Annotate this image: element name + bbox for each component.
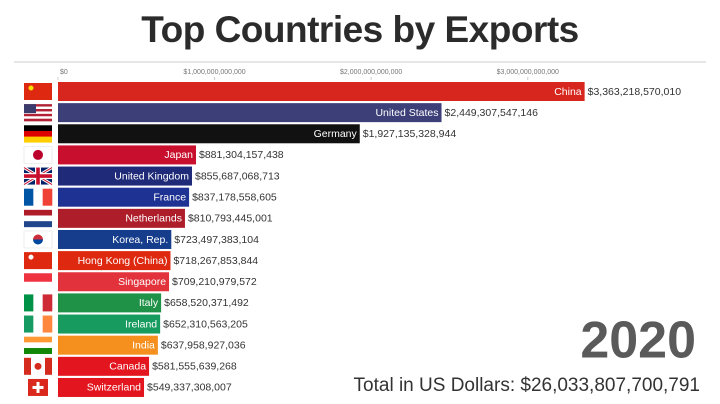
flag-part <box>33 188 43 206</box>
value-label: $718,267,853,844 <box>173 255 258 267</box>
flag-part <box>33 315 43 333</box>
flag-part <box>32 385 44 389</box>
flag-part <box>24 118 52 122</box>
flag-part <box>33 239 43 245</box>
flag-part <box>33 234 43 240</box>
flag-part <box>42 315 53 333</box>
bar-category-label: United States <box>375 107 438 119</box>
flag-part <box>24 188 34 206</box>
bar <box>58 124 360 144</box>
flag-part <box>34 362 42 370</box>
flags <box>23 83 53 396</box>
bar <box>58 208 185 228</box>
bar <box>58 145 196 165</box>
bar <box>58 251 171 271</box>
value-label: $837,178,558,605 <box>192 191 277 203</box>
value-label: $581,555,639,268 <box>152 361 237 373</box>
flag-part <box>24 83 52 100</box>
flag-part <box>24 252 52 270</box>
bar-category-label: Hong Kong (China) <box>78 255 168 267</box>
x-tick-label: $0 <box>60 69 68 76</box>
flag-part <box>24 281 52 291</box>
bar <box>58 335 158 355</box>
bar <box>58 356 150 376</box>
x-tick-label: $3,000,000,000,000 <box>497 69 559 76</box>
flag-part <box>42 294 53 312</box>
value-label: $637,958,927,036 <box>161 339 246 351</box>
bar <box>58 229 172 249</box>
value-label: $3,363,218,570,010 <box>588 86 682 98</box>
total-label: Total in US Dollars: $26,033,807,700,791 <box>354 375 700 396</box>
flag-part <box>24 209 52 216</box>
flag-part <box>24 221 52 228</box>
flag-part <box>28 85 34 91</box>
value-label: $709,210,979,572 <box>172 276 257 288</box>
bar <box>58 293 162 313</box>
flag-part <box>45 357 52 375</box>
flag-part <box>24 215 52 222</box>
bar-category-label: Germany <box>314 128 358 140</box>
flag-part <box>24 125 52 132</box>
flag-part <box>24 104 52 107</box>
bar <box>58 272 170 292</box>
value-label: $658,520,371,492 <box>164 297 249 309</box>
flag-part <box>24 348 52 354</box>
value-label: $1,927,135,328,944 <box>363 128 457 140</box>
year-label: 2020 <box>580 312 696 370</box>
bar <box>58 377 145 397</box>
flag-part <box>24 106 52 110</box>
chart-title: Top Countries by Exports <box>141 9 579 50</box>
value-label: $652,310,563,205 <box>163 318 248 330</box>
value-label: $723,497,383,104 <box>174 234 259 246</box>
flag-part <box>33 149 43 160</box>
value-label: $810,793,445,001 <box>188 213 273 225</box>
bar <box>58 82 585 101</box>
bar-category-label: Canada <box>109 361 146 373</box>
flag-part <box>24 113 52 117</box>
flag-part <box>24 116 52 119</box>
bar-category-label: United Kingdom <box>114 170 189 182</box>
bar-category-label: Singapore <box>118 276 166 288</box>
flag-part <box>24 273 52 283</box>
value-label: $855,687,068,713 <box>195 170 280 182</box>
bar-category-label: Japan <box>164 149 193 161</box>
bar <box>58 314 161 334</box>
flag-part <box>28 254 34 260</box>
bar <box>58 166 192 186</box>
bar-category-label: Netherlands <box>125 213 182 225</box>
flag-part <box>24 174 52 178</box>
flag-part <box>24 294 34 312</box>
flag-part <box>24 111 52 115</box>
flag-part <box>24 136 52 143</box>
bar-category-label: Switzerland <box>87 382 141 394</box>
flag-part <box>24 357 31 375</box>
flag-part <box>24 315 34 333</box>
value-label: $2,449,307,547,146 <box>445 107 539 119</box>
bar-category-label: Ireland <box>125 318 157 330</box>
bar <box>58 187 190 207</box>
flag-part <box>42 188 53 206</box>
bar-category-label: Korea, Rep. <box>112 234 168 246</box>
flag-part <box>33 294 43 312</box>
bar <box>58 103 442 123</box>
flag-part <box>24 104 36 114</box>
value-label: $881,304,157,438 <box>199 149 284 161</box>
bar-category-label: China <box>554 86 582 98</box>
flag-part <box>24 108 52 112</box>
flag-part <box>24 130 52 137</box>
x-tick-label: $2,000,000,000,000 <box>340 69 402 76</box>
x-tick-label: $1,000,000,000,000 <box>183 69 245 76</box>
flag-part <box>24 342 52 349</box>
bar-category-label: France <box>153 191 186 203</box>
value-label: $549,337,308,007 <box>147 382 232 394</box>
bar-category-label: India <box>132 339 155 351</box>
flag-part <box>24 336 52 343</box>
bar-category-label: Italy <box>139 297 159 309</box>
